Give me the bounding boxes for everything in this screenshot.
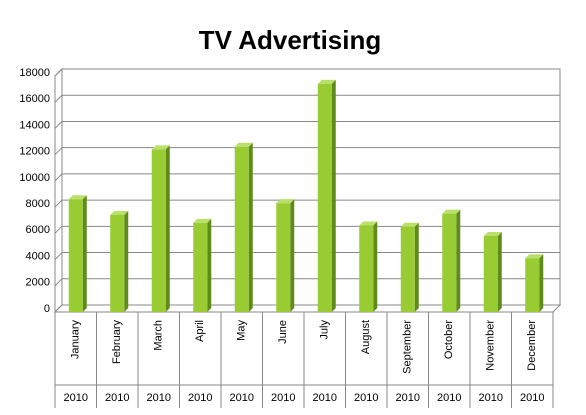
- bar: [110, 214, 125, 312]
- bar: [151, 149, 166, 312]
- bar-side: [331, 79, 336, 312]
- bar-top: [68, 195, 87, 200]
- x-tick-label: January: [70, 320, 82, 360]
- bar: [400, 226, 415, 312]
- bar-side: [414, 222, 419, 312]
- x-tick-label: October: [443, 320, 455, 359]
- grid-line-side: [54, 199, 63, 208]
- y-tick-label: 0: [44, 303, 50, 315]
- bar: [483, 235, 498, 312]
- grid-line-side: [54, 147, 63, 156]
- x-tick-label: April: [194, 320, 206, 342]
- x-group-label: 2010: [147, 392, 171, 404]
- x-group-label: 2010: [520, 392, 544, 404]
- x-tick-label: May: [236, 320, 248, 341]
- bar: [442, 213, 457, 312]
- bar-top: [193, 218, 212, 223]
- y-tick-label: 6000: [26, 224, 50, 236]
- x-tick-label: September: [402, 320, 414, 374]
- bar: [317, 83, 332, 312]
- x-tick-label: November: [485, 320, 497, 371]
- y-tick-label: 2000: [26, 277, 50, 289]
- bar: [193, 222, 208, 312]
- grid-line-side: [54, 252, 63, 260]
- y-tick-label: 4000: [26, 250, 50, 262]
- bar-side: [497, 231, 502, 312]
- x-tick-label: December: [526, 320, 538, 371]
- y-tick-label: 8000: [26, 198, 50, 210]
- bar-top: [400, 222, 419, 227]
- bar-top: [525, 254, 544, 259]
- bar-top: [442, 209, 461, 214]
- y-tick-label: 10000: [19, 172, 50, 184]
- bar: [276, 203, 291, 312]
- x-tick-label: July: [319, 320, 331, 340]
- bar: [525, 258, 540, 312]
- y-tick-label: 18000: [19, 67, 50, 79]
- bar-side: [124, 210, 129, 312]
- bar-top: [276, 199, 295, 204]
- bar-top: [151, 145, 170, 150]
- bar-side: [290, 199, 295, 312]
- x-group-label: 2010: [479, 392, 503, 404]
- bar-side: [165, 145, 170, 312]
- bar-top: [317, 79, 336, 84]
- x-tick-label: February: [111, 320, 123, 365]
- bar-side: [82, 195, 87, 312]
- bar-top: [359, 221, 378, 226]
- chart-title: TV Advertising: [199, 25, 382, 55]
- x-tick-label: August: [360, 320, 372, 354]
- x-group-label: 2010: [313, 392, 337, 404]
- grid-line-side: [54, 304, 63, 313]
- bar-side: [373, 221, 378, 312]
- side-wall: [54, 67, 63, 314]
- grid-line-side: [54, 225, 63, 234]
- bar: [68, 199, 83, 312]
- bar-side: [207, 218, 212, 312]
- grid-line-side: [54, 278, 63, 287]
- x-group-label: 2010: [188, 392, 212, 404]
- x-group-label: 2010: [105, 392, 129, 404]
- bar-side: [456, 209, 461, 312]
- y-tick-label: 12000: [19, 146, 50, 158]
- grid-line-side: [54, 94, 63, 103]
- x-group-label: 2010: [396, 392, 420, 404]
- y-tick-label: 14000: [19, 119, 50, 131]
- x-group-label: 2010: [230, 392, 254, 404]
- x-tick-label: June: [277, 320, 289, 344]
- x-tick-label: March: [153, 320, 165, 351]
- bar-side: [539, 254, 544, 312]
- x-group-label: 2010: [64, 392, 88, 404]
- bar: [359, 225, 374, 312]
- bar-top: [483, 231, 502, 236]
- x-group-label: 2010: [271, 392, 295, 404]
- x-group-label: 2010: [354, 392, 378, 404]
- grid-line-side: [54, 121, 63, 129]
- y-tick-label: 16000: [19, 93, 50, 105]
- x-group-label: 2010: [437, 392, 461, 404]
- bar-top: [234, 142, 253, 147]
- grid-line-side: [54, 173, 63, 182]
- bar: [234, 146, 249, 312]
- grid-line-side: [54, 68, 63, 77]
- bar-side: [248, 142, 253, 312]
- bar-top: [110, 210, 129, 215]
